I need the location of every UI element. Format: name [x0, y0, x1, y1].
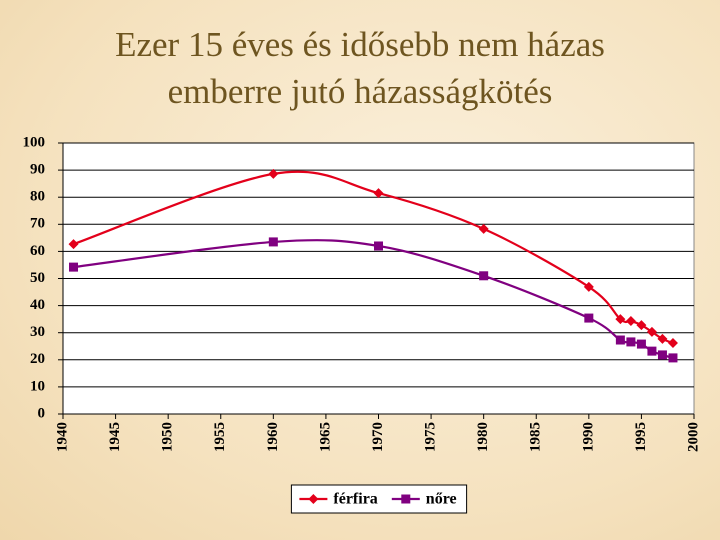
x-tick-label: 1945 — [107, 422, 123, 452]
marker — [626, 337, 636, 347]
y-tick-label: 40 — [30, 297, 45, 313]
marker — [268, 237, 278, 247]
x-tick-label: 1965 — [317, 422, 333, 452]
marker — [615, 314, 626, 325]
chart-title: Ezer 15 éves és idősebb nem házas — [115, 25, 605, 64]
y-tick-label: 20 — [30, 351, 45, 367]
marker — [401, 494, 411, 504]
marker — [268, 168, 279, 179]
y-tick-label: 30 — [30, 324, 45, 340]
marker — [636, 320, 647, 331]
marker — [625, 316, 636, 327]
y-tick-label: 60 — [30, 243, 45, 259]
marker — [636, 339, 646, 349]
x-tick-label: 1985 — [528, 422, 544, 452]
y-tick-label: 90 — [30, 162, 45, 178]
x-tick-label: 1970 — [370, 422, 386, 452]
x-tick-label: 1980 — [475, 422, 491, 452]
marker — [374, 241, 383, 251]
legend-label: férfira — [333, 491, 377, 508]
marker — [667, 337, 678, 348]
marker — [478, 223, 489, 234]
x-tick-label: 2000 — [685, 422, 701, 452]
marker — [668, 353, 678, 363]
marker — [308, 494, 319, 504]
marker — [657, 333, 668, 344]
x-tick-label: 1950 — [160, 422, 176, 452]
y-tick-label: 0 — [38, 405, 46, 421]
y-tick-label: 10 — [30, 378, 45, 394]
y-tick-label: 70 — [30, 216, 45, 232]
marker — [647, 346, 657, 356]
x-tick-label: 1990 — [580, 422, 596, 452]
marker — [68, 239, 79, 250]
marker — [584, 313, 594, 323]
legend-label: nőre — [426, 491, 457, 508]
chart-title: emberre jutó házasságkötés — [168, 72, 553, 111]
marker — [583, 281, 594, 292]
marker — [373, 188, 384, 199]
marker — [646, 326, 657, 337]
legend: férfira nőre — [290, 484, 468, 514]
marker — [615, 335, 625, 345]
marker — [479, 271, 489, 281]
x-tick-label: 1995 — [633, 422, 649, 452]
marker — [657, 350, 667, 360]
y-tick-label: 50 — [30, 270, 45, 286]
marker — [69, 262, 79, 272]
y-tick-label: 80 — [30, 189, 45, 205]
y-tick-label: 100 — [23, 134, 46, 150]
x-tick-label: 1940 — [54, 422, 70, 452]
x-tick-label: 1975 — [423, 422, 439, 452]
x-tick-label: 1955 — [212, 422, 228, 452]
x-tick-label: 1960 — [265, 422, 281, 452]
